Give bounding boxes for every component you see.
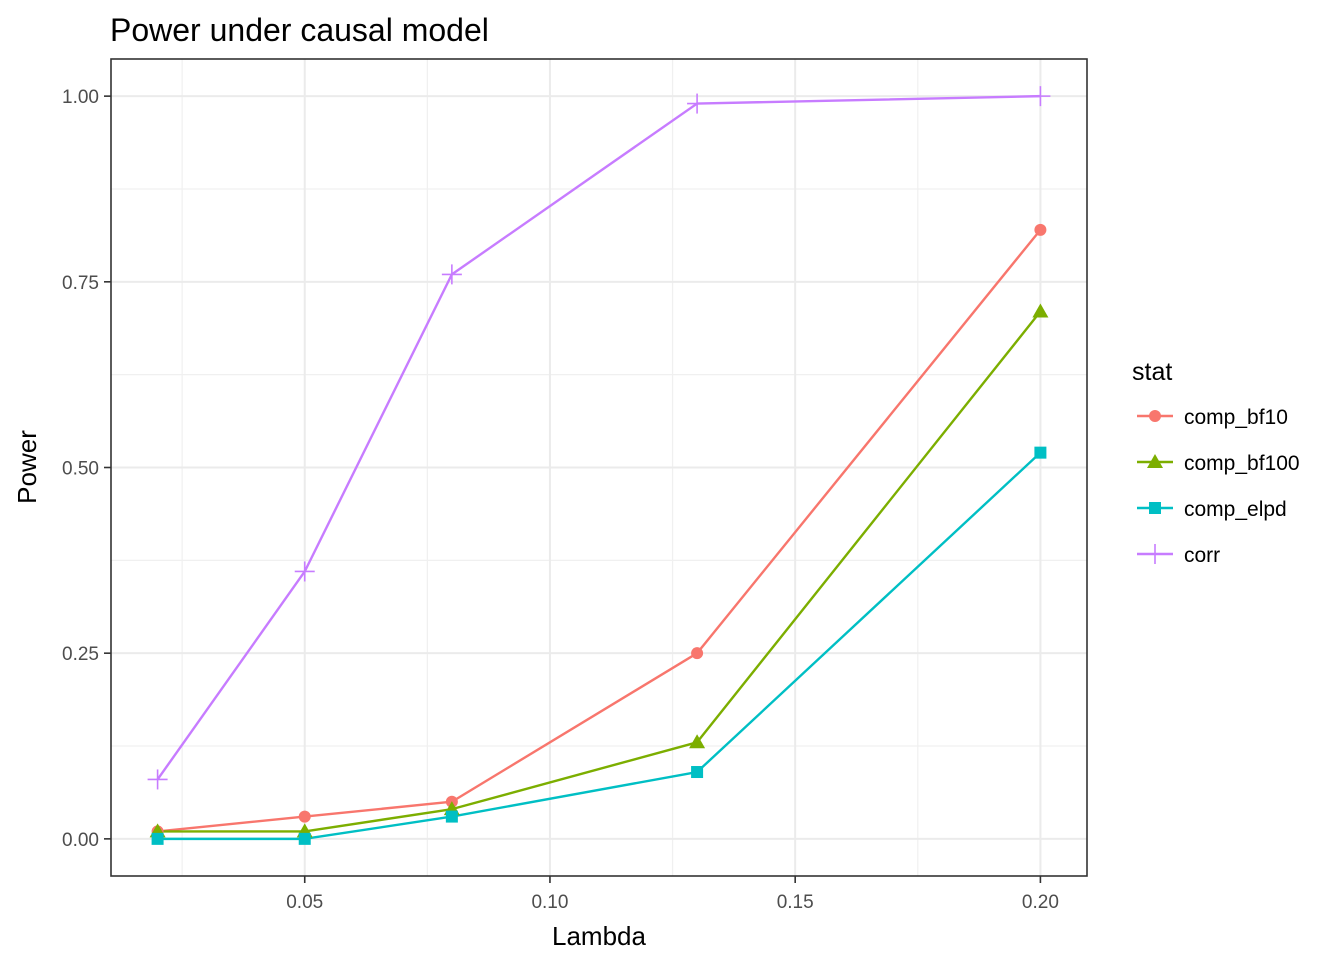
legend-title: stat xyxy=(1132,358,1172,386)
y-axis-ticks: 0.00 0.25 0.50 0.75 1.00 xyxy=(62,87,111,851)
x-axis-title: Lambda xyxy=(552,921,646,951)
y-tick-label: 1.00 xyxy=(62,87,99,108)
series-line-corr xyxy=(156,94,1041,781)
data-point-corr xyxy=(294,561,315,582)
data-point-comp-elpd xyxy=(445,810,458,823)
legend-key-marker xyxy=(1147,454,1163,468)
data-point-comp-bf100 xyxy=(689,734,706,749)
series-points xyxy=(147,86,1051,845)
series-line-comp-elpd xyxy=(157,451,1042,841)
y-tick-label: 0.50 xyxy=(62,459,99,480)
data-point-comp-elpd xyxy=(691,766,704,779)
legend-key-marker xyxy=(1149,410,1161,422)
legend-item-comp-elpd: comp_elpd xyxy=(1137,498,1287,521)
x-axis-ticks: 0.05 0.10 0.15 0.20 xyxy=(286,876,1059,913)
x-tick-label: 0.05 xyxy=(286,892,323,913)
series-line-comp-bf10 xyxy=(157,229,1042,833)
data-point-comp-elpd xyxy=(1034,446,1047,459)
legend-item-comp-bf100: comp_bf100 xyxy=(1137,452,1300,475)
data-point-corr xyxy=(1030,86,1051,107)
major-gridlines xyxy=(111,59,1087,876)
legend-label: comp_bf100 xyxy=(1184,452,1300,475)
data-point-corr xyxy=(687,93,708,114)
x-tick-label: 0.10 xyxy=(531,892,568,913)
chart-title: Power under causal model xyxy=(110,12,489,48)
legend-label: corr xyxy=(1184,544,1220,567)
legend-key-marker xyxy=(1145,544,1165,564)
data-point-comp-bf100 xyxy=(1032,303,1049,318)
data-point-corr xyxy=(441,264,462,285)
data-point-corr xyxy=(147,769,168,790)
data-point-comp-bf10 xyxy=(1034,223,1047,236)
data-point-comp-bf10 xyxy=(691,647,704,660)
y-tick-label: 0.00 xyxy=(62,830,99,851)
legend-label: comp_bf10 xyxy=(1184,406,1288,429)
minor-gridlines xyxy=(111,59,1087,876)
series-line-comp-bf100 xyxy=(157,310,1042,833)
legend-key-marker xyxy=(1149,502,1161,514)
y-tick-label: 0.75 xyxy=(62,273,99,294)
data-point-comp-elpd xyxy=(151,832,164,845)
y-tick-label: 0.25 xyxy=(62,644,99,665)
data-point-comp-bf10 xyxy=(298,810,311,823)
legend-item-corr: corr xyxy=(1137,544,1220,567)
x-tick-label: 0.20 xyxy=(1022,892,1059,913)
legend-item-comp-bf10: comp_bf10 xyxy=(1137,406,1288,429)
y-axis-title: Power xyxy=(12,430,42,504)
x-tick-label: 0.15 xyxy=(777,892,814,913)
legend-label: comp_elpd xyxy=(1184,498,1287,521)
data-point-comp-elpd xyxy=(298,832,311,845)
